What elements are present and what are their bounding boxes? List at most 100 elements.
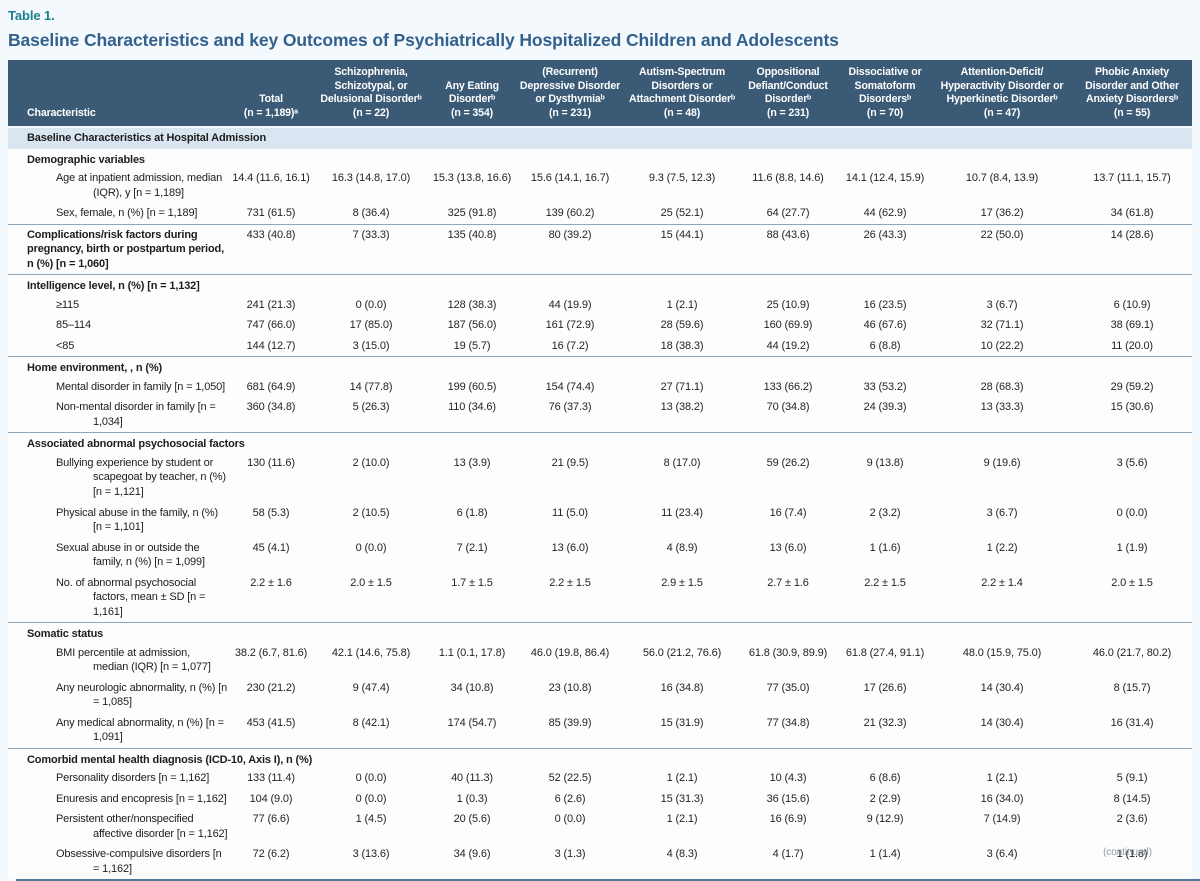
cell-value: 22 (50.0): [932, 223, 1072, 275]
column-header: Oppositional Defiant/Conduct Disorderᵇ (…: [738, 60, 838, 128]
cell-value: 14.1 (12.4, 15.9): [845, 172, 925, 185]
table-row: <85 144 (12.7) 3 (15.0) 19 (5.7) 16 (7.2) 18 …: [8, 336, 1192, 357]
cell-value: 59 (26.2): [766, 456, 810, 469]
table-row: Any neurologic abnormality, n (%) [n = 1…: [8, 678, 1192, 713]
cell-value: 14 (77.8): [349, 380, 393, 393]
cell-value: 0 (0.0): [355, 541, 387, 554]
cell-value: 21 (32.3): [863, 716, 907, 729]
column-header: (Recurrent) Depressive Disorder or Dysth…: [514, 60, 626, 128]
cell-value: 16 (7.4): [769, 506, 807, 519]
cell-value: 4 (8.3): [666, 848, 698, 861]
cell-value: 28 (68.3): [980, 380, 1024, 393]
cell-value: 14 (30.4): [980, 681, 1024, 694]
cell-value: 17 (26.6): [863, 681, 907, 694]
cell-value: 144 (12.7): [246, 339, 296, 352]
column-header: Characteristic: [8, 60, 230, 128]
cell-value: 58 (5.3): [252, 506, 290, 519]
cell-value: 1 (1.9): [1116, 541, 1148, 554]
table-row: Mental disorder in family [n = 1,050] 681…: [8, 377, 1192, 398]
row-label: Comorbid mental health diagnosis (ICD-10…: [8, 747, 1192, 769]
cell-value: 15 (30.6): [1110, 401, 1154, 414]
table-row: Sexual abuse in or outside the family, n…: [8, 538, 1192, 573]
cell-value: 64 (27.7): [766, 207, 810, 220]
cell-value: 14.4 (11.6, 16.1): [232, 172, 310, 185]
cell-value: 747 (66.0): [246, 319, 296, 332]
table-row: Personality disorders [n = 1,162] 133 (11…: [8, 768, 1192, 789]
cell-value: 104 (9.0): [249, 792, 293, 805]
table-row: 85–114 747 (66.0) 17 (85.0) 187 (56.0) 161 (…: [8, 315, 1192, 336]
cell-value: 6 (8.6): [869, 772, 901, 785]
cell-value: 3 (6.4): [986, 848, 1018, 861]
row-label: Mental disorder in family [n = 1,050]: [56, 380, 226, 393]
cell-value: 29 (59.2): [1110, 380, 1154, 393]
row-label: Baseline Characteristics at Hospital Adm…: [8, 126, 1192, 149]
cell-value: 9 (12.9): [866, 813, 904, 826]
cell-value: 15 (44.1): [626, 223, 738, 275]
column-header: Dissociative or Somatoform Disordersᵇ (n…: [838, 60, 932, 128]
cell-value: 3 (6.7): [986, 298, 1018, 311]
cell-value: 2 (10.0): [352, 456, 390, 469]
table-row: ≥115 241 (21.3) 0 (0.0) 128 (38.3) 44 (19.9)…: [8, 295, 1192, 316]
cell-value: 61.8 (30.9, 89.9): [748, 646, 828, 659]
cell-value: 33 (53.2): [863, 380, 907, 393]
cell-value: 17 (36.2): [980, 207, 1024, 220]
row-label: Bullying experience by student or scapeg…: [56, 456, 226, 498]
cell-value: 38 (69.1): [1110, 319, 1154, 332]
cell-value: 4 (8.9): [666, 541, 698, 554]
cell-value: 5 (9.1): [1116, 772, 1148, 785]
cell-value: 2.7 ± 1.6: [767, 576, 809, 589]
cell-value: 139 (60.2): [545, 207, 595, 220]
cell-value: 28 (59.6): [660, 319, 704, 332]
cell-value: 10 (22.2): [980, 339, 1024, 352]
cell-value: 2.2 ± 1.5: [549, 576, 591, 589]
table-header: Characteristic Total (n = 1,189)ᵃ Schizoph…: [8, 60, 1192, 128]
cell-value: 8 (36.4): [352, 207, 390, 220]
cell-value: 241 (21.3): [246, 298, 296, 311]
cell-value: 17 (85.0): [349, 319, 393, 332]
cell-value: 11 (5.0): [552, 506, 588, 519]
cell-value: 133 (66.2): [763, 380, 813, 393]
cell-value: 1 (2.1): [666, 298, 698, 311]
cell-value: 1.1 (0.1, 17.8): [438, 646, 506, 659]
cell-value: 1 (4.5): [355, 813, 387, 826]
cell-value: 731 (61.5): [246, 207, 296, 220]
cell-value: 0 (0.0): [355, 792, 387, 805]
cell-value: 1 (0.3): [456, 792, 488, 805]
cell-value: 24 (39.3): [863, 401, 907, 414]
row-label: BMI percentile at admission, median (IQR…: [56, 646, 211, 674]
cell-value: 48.0 (15.9, 75.0): [962, 646, 1042, 659]
row-label: Demographic variables: [27, 153, 145, 166]
cell-value: 72 (6.2): [252, 848, 290, 861]
group-header-row: Home environment, , n (%): [8, 356, 1192, 377]
cell-value: 130 (11.6): [247, 456, 295, 469]
cell-value: 10.7 (8.4, 13.9): [965, 172, 1039, 185]
cell-value: 0 (0.0): [1116, 506, 1148, 519]
cell-value: 2.9 ± 1.5: [661, 576, 703, 589]
cell-value: 8 (15.7): [1113, 681, 1151, 694]
cell-value: 20 (5.6): [453, 813, 491, 826]
cell-value: 360 (34.8): [246, 401, 296, 414]
cell-value: 133 (11.4): [247, 772, 295, 785]
cell-value: 6 (2.6): [554, 792, 586, 805]
cell-value: 2.2 ± 1.6: [250, 576, 292, 589]
cell-value: 110 (34.6): [448, 401, 496, 414]
cell-value: 19 (5.7): [453, 339, 491, 352]
table-row: Any medical abnormality, n (%) [n = 1,09…: [8, 713, 1192, 749]
cell-value: 1 (2.1): [666, 813, 698, 826]
cell-value: 13 (33.3): [980, 401, 1024, 414]
cell-value: 2 (10.5): [352, 506, 390, 519]
cell-value: 36 (15.6): [766, 792, 810, 805]
cell-value: 14 (28.6): [1072, 223, 1192, 275]
cell-value: 2 (2.9): [869, 792, 901, 805]
cell-value: 681 (64.9): [246, 380, 296, 393]
cell-value: 433 (40.8): [230, 223, 312, 275]
cell-value: 88 (43.6): [738, 223, 838, 275]
cell-value: 56.0 (21.2, 76.6): [642, 646, 722, 659]
cell-value: 174 (54.7): [447, 716, 497, 729]
cell-value: 1.7 ± 1.5: [451, 576, 493, 589]
table-row: Obsessive-compulsive disorders [n = 1,16…: [8, 844, 1192, 879]
row-label: Sex, female, n (%) [n = 1,189]: [56, 207, 198, 220]
cell-value: 8 (42.1): [352, 716, 390, 729]
cell-value: 14 (30.4): [980, 716, 1024, 729]
cell-value: 16 (31.4): [1110, 716, 1154, 729]
